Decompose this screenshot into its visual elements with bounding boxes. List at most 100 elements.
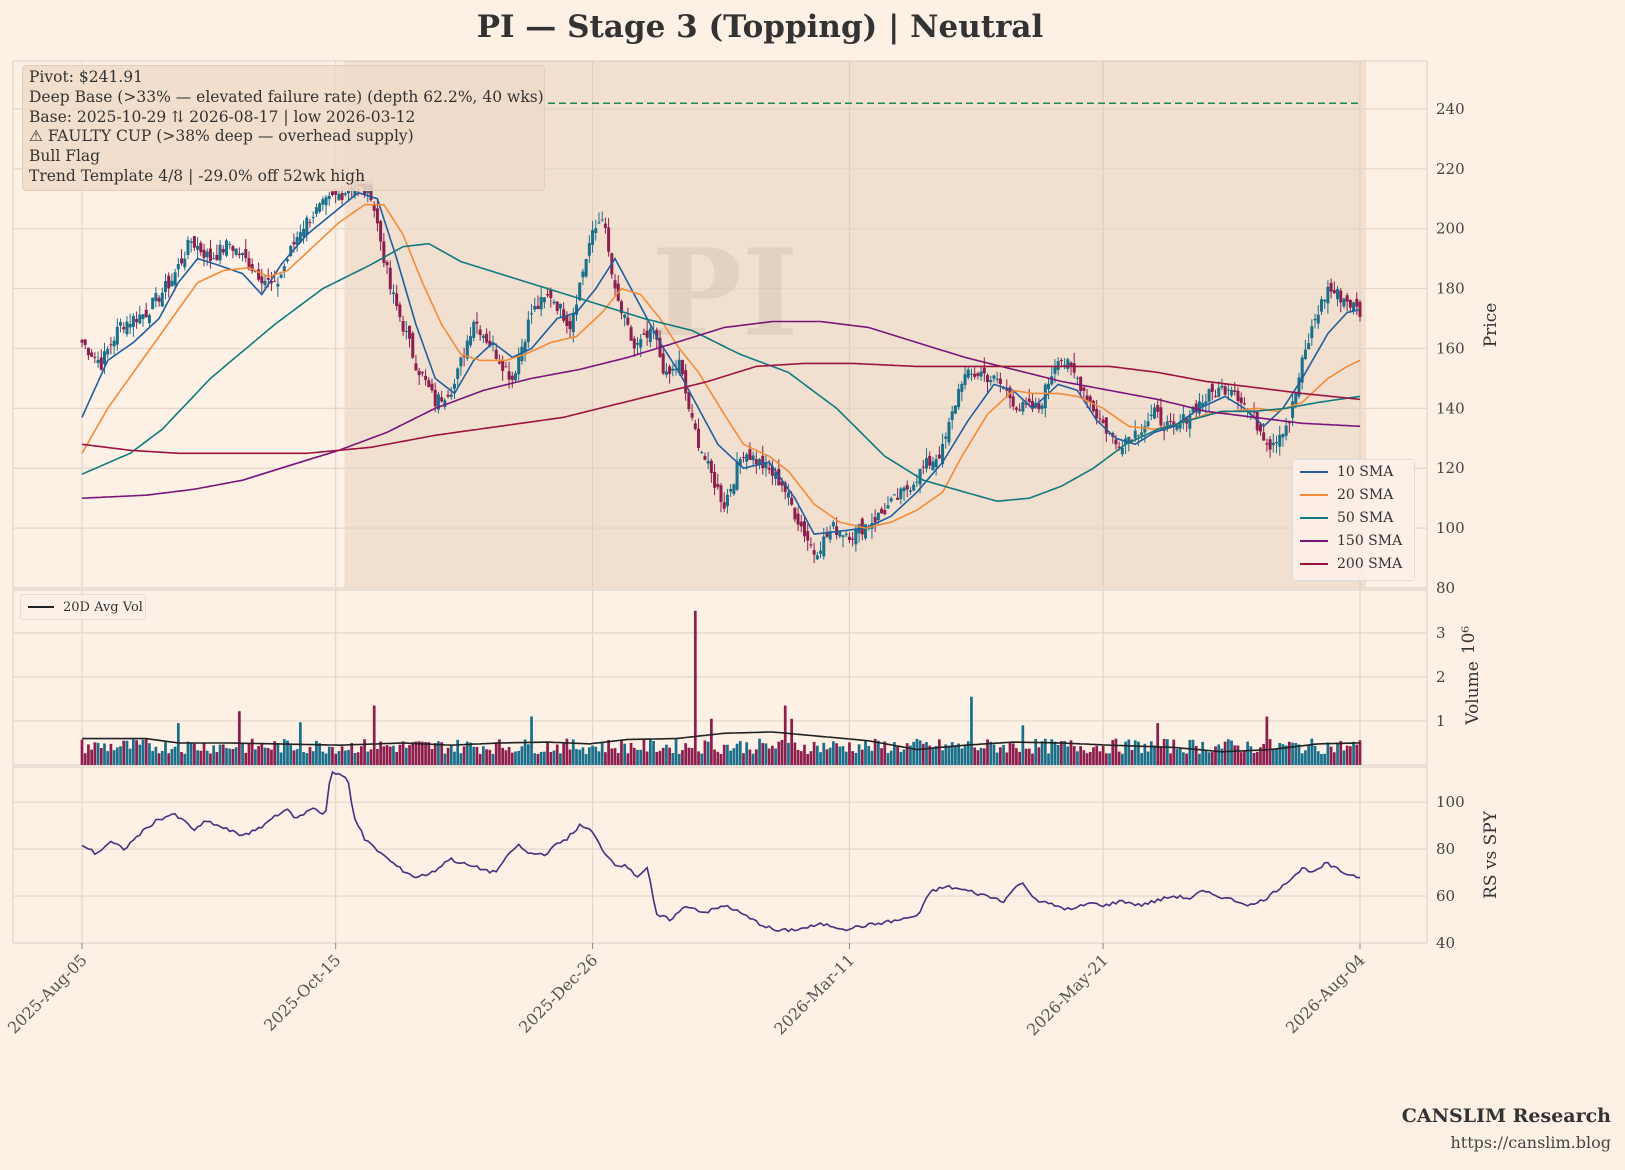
candle-body (957, 389, 961, 408)
volume-bar (774, 748, 777, 765)
volume-bar (282, 739, 286, 765)
volume-bar (1082, 750, 1086, 765)
candle-body (642, 333, 646, 335)
candle-body (835, 526, 839, 536)
volume-bar (1027, 748, 1031, 765)
volume-bar (944, 744, 948, 765)
candle-body (1050, 376, 1054, 385)
candle-body (799, 521, 803, 527)
candle-body (420, 372, 424, 374)
candle-body (237, 253, 241, 256)
candle-body (96, 359, 100, 364)
price-tick-label: 160 (1436, 339, 1465, 357)
volume-bar (478, 753, 482, 765)
volume-bar (132, 739, 135, 765)
volume-bar (263, 747, 267, 765)
candle-body (1181, 414, 1185, 422)
candle-body (273, 280, 277, 282)
rs-line (81, 770, 1360, 933)
candle-body (600, 219, 604, 221)
volume-bar (578, 749, 582, 765)
candle-body (703, 455, 707, 460)
candle-body (176, 264, 180, 270)
candle-body (745, 454, 749, 462)
candle-body (494, 349, 498, 359)
volume-bar (912, 741, 916, 765)
candle-body (196, 245, 200, 250)
volume-bar (286, 740, 289, 765)
volume-bar (697, 751, 700, 765)
candle-body (925, 458, 929, 469)
candle-body (202, 249, 206, 258)
volume-bar (141, 739, 145, 765)
volume-bar (568, 749, 572, 765)
candle-body (851, 538, 855, 540)
volume-bar (1332, 752, 1336, 765)
candle-body (318, 203, 322, 212)
volume-bar (803, 744, 806, 765)
volume-bar (937, 739, 941, 765)
candle-body (1303, 349, 1307, 359)
candle-body (729, 488, 733, 492)
volume-bar (385, 745, 389, 765)
volume-bar (388, 746, 392, 765)
candle-body (565, 315, 569, 326)
volume-bar (1063, 741, 1066, 765)
volume-bar (482, 746, 485, 765)
volume-bar (382, 746, 386, 765)
trend-template-annotation: Trend Template 4/8 | -29.0% off 52wk hig… (29, 166, 366, 185)
candle-body (944, 436, 948, 439)
candle-body (973, 373, 977, 377)
volume-bar (584, 753, 588, 765)
candle-body (1326, 286, 1330, 304)
candle-body (928, 455, 932, 466)
candle-body (125, 321, 129, 335)
candle-body (812, 550, 816, 555)
candle-body (488, 340, 492, 347)
volume-bar (1329, 746, 1333, 765)
sma-line-150 (81, 320, 1361, 499)
candle-body (847, 536, 851, 541)
candle-body (501, 360, 505, 371)
candle-body (796, 513, 800, 525)
legend-swatch (1300, 470, 1328, 473)
candle-body (151, 297, 155, 310)
volume-bar (1191, 739, 1195, 765)
candle-body (1063, 364, 1067, 366)
candle-body (1297, 377, 1301, 397)
candle-body (558, 303, 562, 309)
legend-swatch (1300, 516, 1328, 519)
candle-body (844, 533, 848, 536)
candle-body (1345, 295, 1349, 302)
volume-bar (693, 610, 697, 765)
candle-body (135, 319, 139, 323)
volume-bar (658, 750, 662, 765)
candle-body (86, 347, 90, 356)
candle-body (1140, 432, 1144, 436)
volume-bar (742, 753, 745, 765)
candle-body (1178, 423, 1182, 429)
candle-body (1082, 387, 1086, 391)
candle-body (115, 326, 119, 345)
volume-bar (1021, 725, 1025, 765)
candle-body (231, 246, 235, 251)
legend-entry-sma20: 20 SMA (1293, 483, 1414, 506)
volume-bar (469, 742, 472, 765)
candle-body (1307, 343, 1311, 350)
candle-body (1018, 409, 1022, 411)
volume-bar (1358, 740, 1362, 765)
volume-bar (398, 744, 402, 765)
candle-body (674, 368, 678, 371)
volume-bar (796, 749, 800, 765)
volume-bar (934, 745, 938, 765)
volume-bar (1060, 741, 1063, 765)
volume-bar (465, 741, 469, 765)
volume-bar (549, 751, 553, 765)
volume-bar (421, 741, 424, 765)
legend-label: 50 SMA (1337, 509, 1394, 526)
volume-bar (369, 749, 373, 765)
volume-bar (488, 749, 492, 765)
candle-body (815, 555, 819, 560)
candle-body (298, 232, 302, 242)
volume-bar (241, 743, 244, 765)
